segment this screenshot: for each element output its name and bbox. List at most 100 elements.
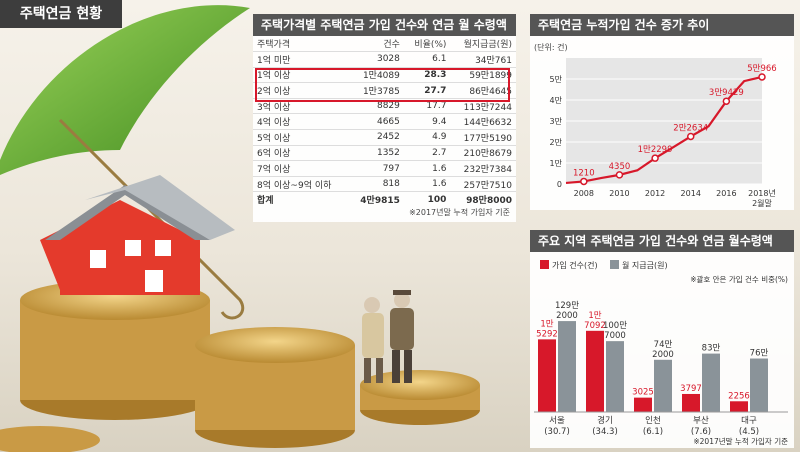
table-row: 1억 미만 3028 6.1 34만761 (253, 51, 516, 68)
bar-label: 3797 (680, 384, 702, 394)
cell: 797 (348, 160, 404, 177)
x-tick-label: 2008 (574, 189, 594, 198)
data-label: 4350 (609, 162, 631, 172)
cell: 4.9 (403, 129, 451, 146)
col-header: 월지급금(원) (450, 36, 516, 53)
data-point (686, 132, 695, 141)
cell: 7억 이상 (253, 160, 349, 177)
bar-label: 129만 (555, 301, 579, 311)
bar-count (538, 339, 556, 412)
bar-label: 74만 (654, 340, 673, 350)
cell: 177만5190 (450, 129, 516, 146)
price-table: 주택가격 건수 비율(%) 월지급금(원) 1억 미만 3028 6.1 34만761… (253, 36, 516, 208)
data-label: 1만2299 (638, 145, 673, 155)
table-row: 1억 이상 1만4089 28.3 59만1899 (253, 67, 516, 84)
bar-chart: 가입 건수(건) 월 지급금(원)※괄호 안은 가입 건수 비중(%)1만5292… (534, 260, 788, 446)
data-label: 2만2634 (673, 123, 708, 133)
table-panel: 주택가격별 주택연금 가입 건수와 연금 월 수령액 주택가격 건수 비율(%)… (253, 14, 516, 222)
cell: 98만8000 (466, 196, 512, 207)
table-row: 6억 이상 1352 2.7 210만8679 (253, 145, 516, 162)
table-row: 5억 이상 2452 4.9 177만5190 (253, 129, 516, 146)
category-sublabel: (30.7) (544, 427, 570, 437)
cell: 6억 이상 (253, 145, 349, 162)
bar-label: 7092 (584, 321, 606, 331)
y-tick-label: 3만 (550, 117, 563, 126)
cell: 4만9815 (360, 196, 400, 207)
x-tick-sublabel: 2월말 (752, 198, 772, 208)
cell: 8억 이상~9억 이하 (253, 176, 349, 193)
category-label: 인천 (645, 415, 661, 426)
bar-label: 2000 (652, 350, 674, 360)
category-label: 대구 (741, 416, 757, 426)
cell: 113만7244 (450, 98, 516, 115)
table-row: 3억 이상 8829 17.7 113만7244 (253, 98, 516, 115)
cell: 210만8679 (450, 145, 516, 162)
house-illustration (40, 175, 235, 295)
table-header-row: 주택가격 건수 비율(%) 월지급금(원) (253, 36, 516, 53)
cell: 합계 (257, 196, 274, 207)
bar-label: 5292 (536, 329, 558, 339)
y-tick-label: 4만 (550, 96, 563, 105)
legend-swatch (540, 260, 549, 269)
cell: 3028 (348, 51, 404, 68)
table-panel-title: 주택가격별 주택연금 가입 건수와 연금 월 수령액 (253, 14, 516, 36)
cell: 1억 이상 (253, 67, 349, 84)
y-tick-label: 2만 (550, 138, 563, 147)
cell: 1.6 (403, 160, 451, 177)
data-point (651, 154, 659, 162)
data-point (758, 73, 766, 81)
cell: 2452 (348, 129, 404, 146)
x-tick-label: 2018년 (748, 188, 776, 198)
highlight-box (255, 68, 510, 102)
cell: 818 (348, 176, 404, 193)
legend-label: 가입 건수(건) (552, 260, 598, 270)
bar-label: 76만 (750, 349, 769, 359)
cell: 2.7 (403, 145, 451, 162)
cell: 2억 이상 (253, 82, 349, 99)
line-chart: (단위: 건) 0 1만 2만 3만 4만 5만 2008 2010 2012 2014 2016 20… (534, 42, 777, 208)
cell: 232만7384 (450, 160, 516, 177)
cell: 8829 (348, 98, 404, 115)
category-sublabel: (4.5) (739, 427, 759, 437)
bar-label: 83만 (702, 344, 721, 354)
cell: 1억 미만 (253, 51, 349, 68)
bar-label: 2256 (728, 391, 750, 401)
cell: 100 (427, 194, 447, 205)
table-row: 2억 이상 1만3785 27.7 86만4645 (253, 82, 516, 99)
bar-label: 2000 (556, 311, 578, 321)
cell: 1만3785 (348, 82, 404, 99)
category-sublabel: (7.6) (691, 427, 711, 437)
bar-payment (558, 321, 576, 412)
bar-label: 100만 (603, 321, 627, 331)
data-label: 5만966 (747, 64, 776, 74)
page-title: 주택연금 현황 (0, 0, 122, 28)
series-line (565, 75, 763, 185)
bar-label: 7000 (604, 331, 626, 341)
data-point (722, 97, 731, 105)
umbrella-canopy (0, 5, 250, 175)
line-chart-panel: 주택연금 누적가입 건수 증가 추이 (단위: 건) 0 1만 2만 3만 4만 5만 200… (530, 14, 794, 210)
category-sublabel: (6.1) (643, 427, 663, 437)
cell: 5억 이상 (253, 129, 349, 146)
elderly-couple (362, 290, 414, 383)
legend-swatch (610, 260, 619, 269)
col-header: 비율(%) (403, 36, 451, 53)
cell: 257만7510 (450, 176, 516, 193)
cell: 9.4 (403, 113, 451, 131)
col-header: 건수 (348, 36, 404, 53)
category-sublabel: (34.3) (592, 427, 618, 437)
cell: 27.7 (403, 82, 451, 99)
cell: 144만6632 (450, 113, 516, 131)
x-tick-label: 2012 (645, 189, 665, 198)
bar-label: 3025 (632, 388, 654, 398)
table-row: 7억 이상 797 1.6 232만7384 (253, 160, 516, 177)
cell: 6.1 (403, 51, 451, 68)
cell: 1.6 (403, 176, 451, 193)
cell: 17.7 (403, 98, 451, 115)
bar-payment (702, 353, 720, 412)
cell: 1만4089 (348, 67, 404, 84)
chart-note: ※괄호 안은 가입 건수 비중(%) (690, 274, 788, 284)
y-tick-label: 0 (557, 180, 562, 189)
y-unit-label: (단위: 건) (534, 42, 568, 52)
